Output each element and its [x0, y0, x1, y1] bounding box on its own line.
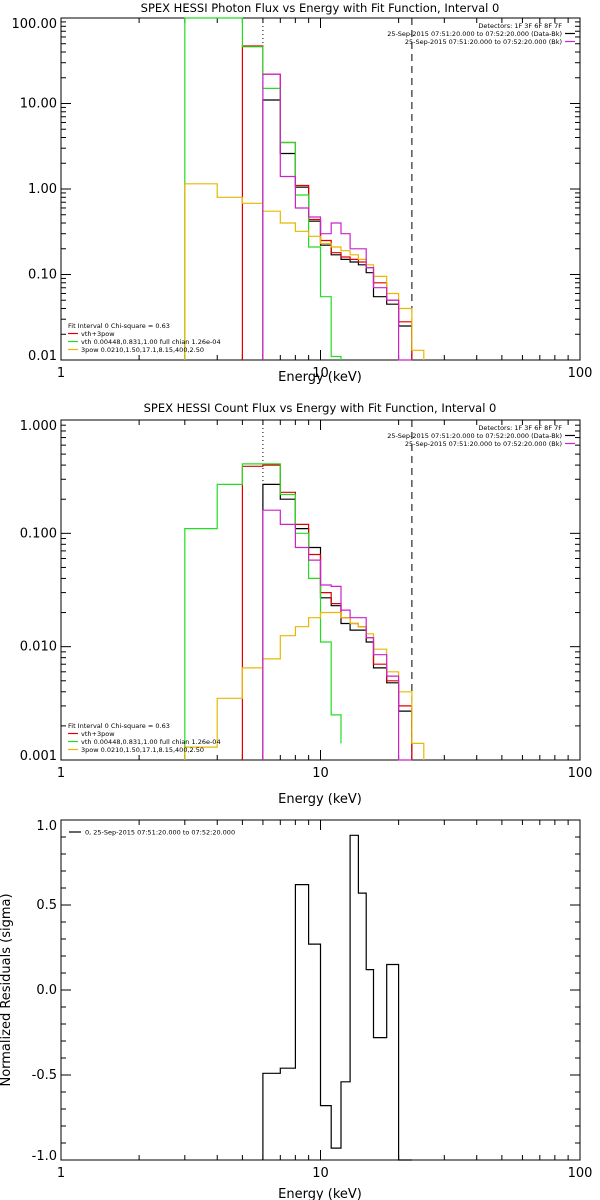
residual-legend-text: 0, 25-Sep-2015 07:51:20.000 to 07:52:20.…: [85, 829, 235, 837]
series-step-line: [262, 483, 413, 760]
legend-topright-text: 25-Sep-2015 07:51:20.000 to 07:52:20.000…: [387, 432, 562, 440]
legend-topright-text: Detectors: 1F 3F 6F 8F 7F: [478, 22, 562, 30]
series-step-line: [184, 17, 342, 360]
x-tick-label: 100: [568, 766, 593, 781]
y-tick-label: -1.0: [32, 1149, 57, 1164]
x-tick-label: 100: [568, 366, 593, 381]
y-tick-label: 1.00: [28, 182, 57, 197]
y-tick-label: 1.0: [36, 819, 57, 834]
legend-topright-text: 25-Sep-2015 07:51:20.000 to 07:52:20.000…: [387, 30, 562, 38]
y-tick-label: 0.100: [20, 526, 57, 541]
series-step-line: [262, 509, 412, 761]
residuals-panel: Energy (keV) Normalized Residuals (sigma…: [0, 819, 592, 1200]
photon-flux-title: SPEX HESSI Photon Flux vs Energy with Fi…: [141, 1, 500, 15]
series-step-line: [184, 611, 425, 760]
series-step-line: [241, 45, 413, 360]
x-tick-label: 100: [568, 1166, 593, 1181]
y-tick-label: 0.001: [20, 749, 57, 764]
series-step-line: [262, 834, 412, 1161]
x-tick-label: 1: [57, 1166, 65, 1181]
legend-bottomleft-text: 3pow 0.0210,1.50,17.1,8.15,400,2.50: [81, 346, 204, 354]
series-step-line: [184, 463, 342, 760]
y-tick-label: 1.000: [20, 419, 57, 434]
x-tick-label: 10: [312, 366, 329, 381]
legend-bottomleft-text: vth 0.00448,0.831,1.00 full chian 1.26e-…: [81, 338, 221, 346]
series-step-line: [262, 99, 413, 360]
series-step-line: [262, 73, 412, 361]
y-tick-label: 100.00: [12, 17, 58, 32]
count-flux-xlabel: Energy (keV): [278, 792, 362, 807]
x-tick-label: 1: [57, 766, 65, 781]
count-flux-panel: SPEX HESSI Count Flux vs Energy with Fit…: [20, 401, 593, 807]
residuals-xlabel: Energy (keV): [278, 1187, 362, 1200]
count-flux-title: SPEX HESSI Count Flux vs Energy with Fit…: [144, 401, 497, 415]
legend-topright-text: 25-Sep-2015 07:51:20.000 to 07:52:20.000…: [405, 440, 562, 448]
y-tick-label: 10.00: [20, 97, 57, 112]
plot-frame: [60, 17, 581, 361]
y-tick-label: 0.0: [36, 983, 57, 998]
legend-topright-text: Detectors: 1F 3F 6F 8F 7F: [478, 424, 562, 432]
x-tick-label: 1: [57, 366, 65, 381]
legend-topright-text: 25-Sep-2015 07:51:20.000 to 07:52:20.000…: [405, 38, 562, 46]
y-tick-label: -0.5: [32, 1068, 57, 1083]
x-tick-label: 10: [312, 766, 329, 781]
y-tick-label: 0.01: [28, 349, 57, 364]
x-tick-label: 10: [312, 1166, 329, 1181]
y-tick-label: 0.5: [36, 898, 57, 913]
y-tick-label: 0.010: [20, 640, 57, 655]
legend-bottomleft-text: Fit Interval 0 Chi-square = 0.63: [68, 322, 170, 330]
legend-bottomleft-text: vth+3pow: [81, 730, 115, 738]
photon-flux-panel: SPEX HESSI Photon Flux vs Energy with Fi…: [12, 1, 593, 385]
legend-bottomleft-text: Fit Interval 0 Chi-square = 0.63: [68, 722, 170, 730]
residuals-ylabel: Normalized Residuals (sigma): [0, 893, 14, 1086]
series-step-line: [184, 183, 425, 360]
legend-bottomleft-text: vth+3pow: [81, 330, 115, 338]
legend-bottomleft-text: vth 0.00448,0.831,1.00 full chian 1.26e-…: [81, 738, 221, 746]
photon-flux-xlabel: Energy (keV): [278, 370, 362, 385]
legend-bottomleft-text: 3pow 0.0210,1.50,17.1,8.15,400,2.50: [81, 746, 204, 754]
y-tick-label: 0.10: [28, 268, 57, 283]
